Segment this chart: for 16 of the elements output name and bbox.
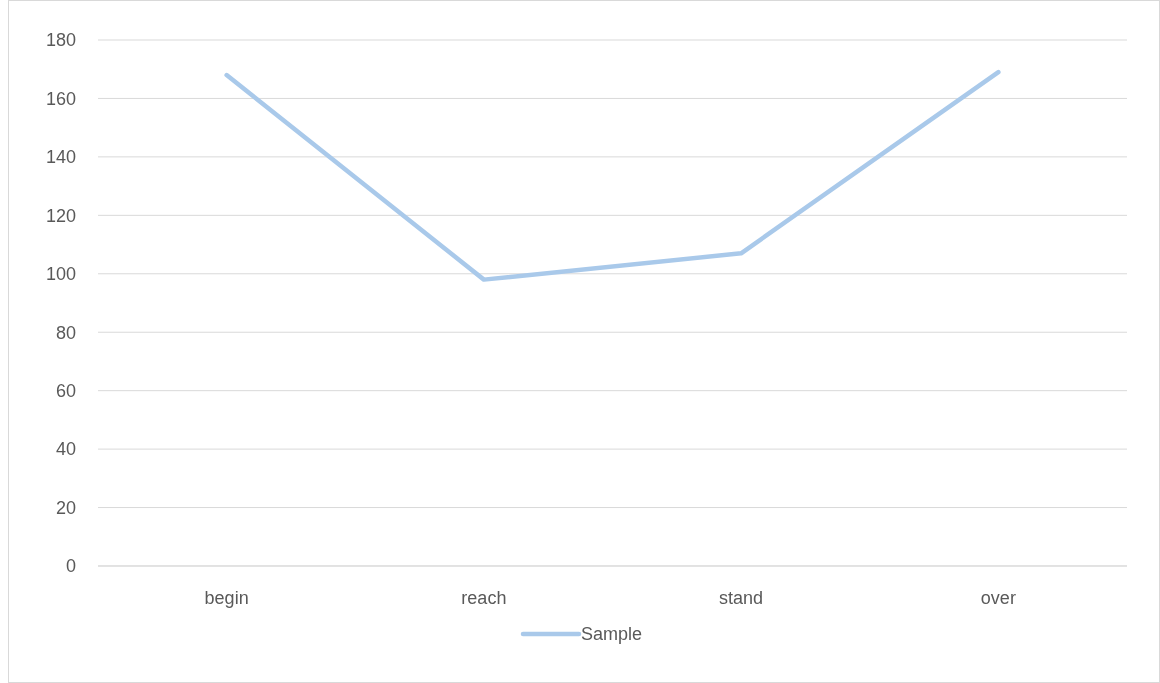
- y-tick-label: 100: [45, 264, 76, 285]
- y-tick-label: 20: [55, 497, 76, 518]
- x-tick-label: reach: [461, 588, 507, 608]
- y-tick-label: 60: [55, 380, 76, 401]
- x-tick-label: over: [980, 588, 1016, 608]
- x-tick-label: stand: [719, 588, 764, 608]
- y-tick-label: 80: [55, 322, 76, 343]
- y-tick-label: 0: [65, 556, 76, 577]
- y-tick-label: 140: [45, 147, 76, 168]
- legend-label: Sample: [581, 624, 643, 645]
- y-tick-label: 120: [45, 205, 76, 226]
- x-tick-label: begin: [204, 588, 249, 608]
- y-tick-label: 40: [55, 439, 76, 460]
- line-series: [224, 69, 1001, 282]
- y-tick-label: 180: [45, 30, 76, 51]
- y-tick-label: 160: [45, 88, 76, 109]
